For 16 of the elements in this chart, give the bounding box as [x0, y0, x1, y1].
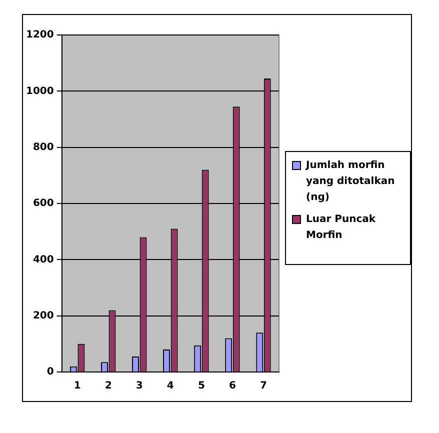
x-tick-label: 2 [104, 380, 112, 392]
y-tick-label: 1000 [26, 86, 54, 97]
x-tick-label: 3 [136, 380, 143, 392]
y-tick-label: 200 [32, 310, 54, 322]
x-tick-label: 6 [228, 380, 236, 392]
legend-label: Luar Puncak Morfin [306, 213, 377, 243]
x-tick-label: 1 [74, 380, 81, 392]
x-tick-label: 4 [166, 380, 174, 392]
y-tick-label: 1200 [26, 30, 54, 41]
x-tick-label: 5 [198, 380, 205, 392]
legend-label: Jumlah morfin yang ditotalkan (ng) [306, 159, 396, 205]
y-tick-label: 400 [32, 254, 54, 266]
y-tick-label: 800 [32, 142, 54, 153]
x-tick-label: 7 [260, 380, 268, 392]
y-tick-label: 0 [46, 366, 54, 378]
y-tick-label: 600 [32, 198, 54, 210]
